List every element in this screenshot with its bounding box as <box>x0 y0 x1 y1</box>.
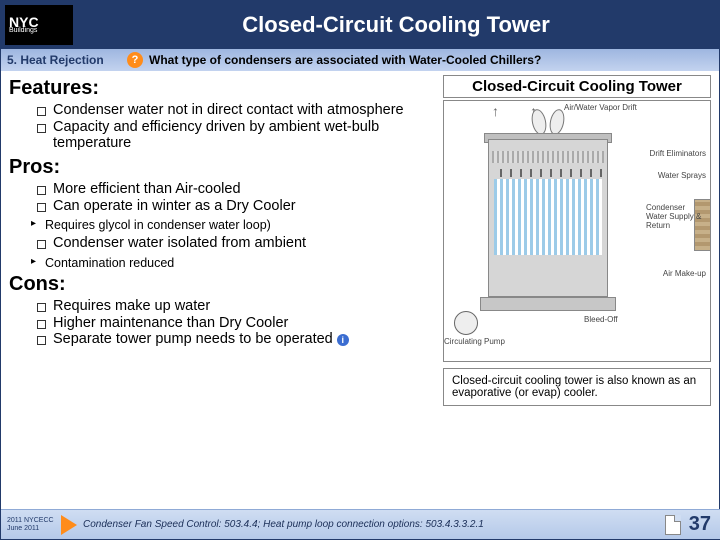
spray-row <box>492 169 604 177</box>
pros-subitem: Requires glycol in condenser water loop) <box>31 218 425 233</box>
footer-date: 2011 NYCECC June 2011 <box>7 517 61 532</box>
pros-sublist-b: Contamination reduced <box>31 256 425 271</box>
cons-heading: Cons: <box>9 273 425 296</box>
page-number: 37 <box>689 513 711 536</box>
logo-sub: Buildings <box>9 28 37 34</box>
cooling-tower-diagram: ↑ ↑ Air/Water Vapor Drift Drift Eliminat… <box>443 100 711 362</box>
footer-bar: 2011 NYCECC June 2011 Condenser Fan Spee… <box>1 509 720 539</box>
pros-list: More efficient than Air-cooled Can opera… <box>37 181 425 214</box>
water-curtain <box>494 179 602 255</box>
cons-item: Requires make up water <box>37 298 425 315</box>
cons-item: Separate tower pump needs to be operated… <box>37 331 425 348</box>
pros-item: Condenser water isolated from ambient <box>37 235 425 252</box>
fan-icon <box>530 107 566 135</box>
nav-arrow-icon <box>61 515 77 535</box>
footer-text: Condenser Fan Speed Control: 503.4.4; He… <box>83 519 665 530</box>
document-icon <box>665 515 681 535</box>
diagram-title: Closed-Circuit Cooling Tower <box>443 75 711 98</box>
label-air: Air Make-up <box>663 269 706 278</box>
note-box: Closed-circuit cooling tower is also kno… <box>443 368 711 406</box>
features-list: Condenser water not in direct contact wi… <box>37 102 425 152</box>
cons-list: Requires make up water Higher maintenanc… <box>37 298 425 348</box>
nyc-logo: NYC Buildings <box>5 5 73 45</box>
pump-icon <box>454 311 478 335</box>
slide-title: Closed-Circuit Cooling Tower <box>73 12 719 38</box>
prompt-question: What type of condensers are associated w… <box>149 53 541 67</box>
content-area: Features: Condenser water not in direct … <box>1 71 719 511</box>
pros-item: More efficient than Air-cooled <box>37 181 425 198</box>
drift-eliminators <box>492 151 604 163</box>
pros-item: Can operate in winter as a Dry Cooler <box>37 198 425 215</box>
pros-subitem: Contamination reduced <box>31 256 425 271</box>
features-item: Condenser water not in direct contact wi… <box>37 102 425 119</box>
label-drift: Air/Water Vapor Drift <box>564 103 637 112</box>
label-supply: Condenser Water Supply & Return <box>646 203 706 230</box>
label-pump: Circulating Pump <box>444 337 505 346</box>
features-heading: Features: <box>9 77 425 100</box>
header-bar: NYC Buildings Closed-Circuit Cooling Tow… <box>1 1 719 49</box>
info-icon: i <box>337 334 349 346</box>
question-mark-icon: ? <box>127 52 143 68</box>
sub-header: 5. Heat Rejection ? What type of condens… <box>1 49 719 71</box>
label-elim: Drift Eliminators <box>650 149 706 158</box>
pros-list-b: Condenser water isolated from ambient <box>37 235 425 252</box>
pros-sublist: Requires glycol in condenser water loop) <box>31 218 425 233</box>
pros-heading: Pros: <box>9 156 425 179</box>
section-label: 5. Heat Rejection <box>7 53 127 67</box>
label-sprays: Water Sprays <box>658 171 706 180</box>
right-column: Closed-Circuit Cooling Tower ↑ ↑ Air/Wat… <box>443 75 711 406</box>
features-item: Capacity and efficiency driven by ambien… <box>37 119 425 152</box>
tower-base <box>480 297 616 311</box>
cons-item: Higher maintenance than Dry Cooler <box>37 315 425 332</box>
label-bleed: Bleed-Off <box>584 315 618 324</box>
left-column: Features: Condenser water not in direct … <box>9 77 425 348</box>
cons-item-text: Separate tower pump needs to be operated <box>53 331 333 347</box>
